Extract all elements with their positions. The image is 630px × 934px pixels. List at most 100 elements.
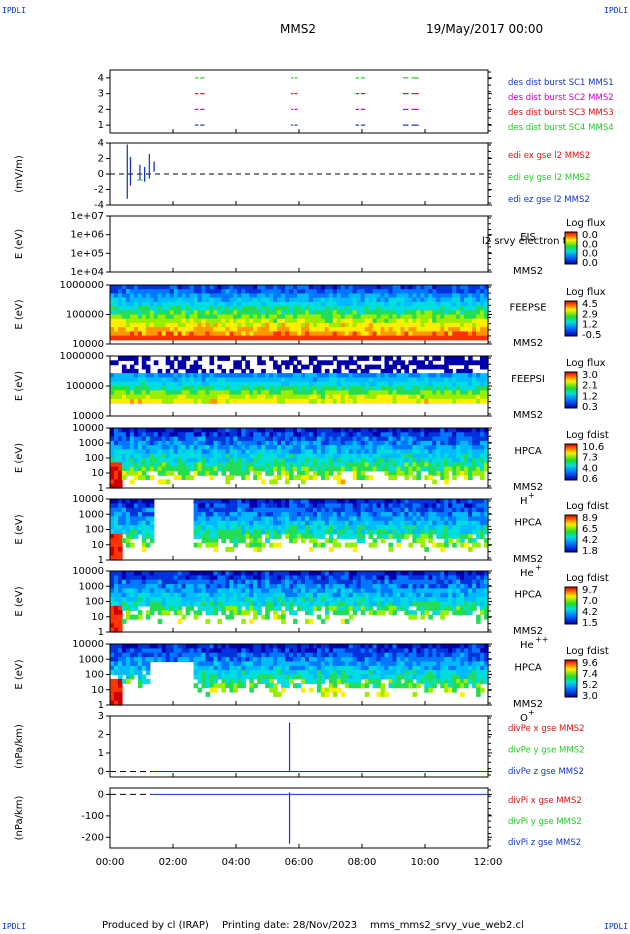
heatmap-cell: [301, 503, 306, 509]
heatmap-cell: [301, 512, 306, 518]
heatmap-cell: [217, 285, 222, 290]
heatmap-cell: [484, 306, 489, 311]
heatmap-cell: [320, 542, 326, 548]
heatmap-cell: [225, 394, 230, 400]
heatmap-cell: [181, 386, 187, 391]
heatmap-cell: [157, 322, 163, 328]
heatmap-cell: [308, 394, 314, 400]
heatmap-cell: [340, 579, 346, 585]
heatmap-cell: [312, 462, 318, 468]
heatmap-cell: [293, 516, 298, 522]
heatmap-cell: [281, 310, 286, 316]
heatmap-cell: [380, 386, 386, 391]
heatmap-cell: [336, 322, 342, 328]
heatmap-cell: [209, 529, 215, 535]
heatmap-cell: [253, 458, 258, 463]
heatmap-cell: [444, 503, 449, 509]
heatmap-cell: [412, 503, 417, 509]
heatmap-cell: [281, 470, 286, 476]
heatmap-cell: [464, 377, 469, 383]
heatmap-cell: [185, 331, 191, 337]
heatmap-cell: [324, 614, 330, 620]
heatmap-cell: [277, 364, 282, 370]
heatmap-cell: [114, 618, 119, 624]
overlay-label: l2 srvy electron to: [482, 236, 573, 247]
heatmap-cell: [213, 546, 219, 552]
heatmap-cell: [289, 525, 294, 531]
heatmap-cell: [257, 322, 262, 328]
heatmap-cell: [118, 533, 123, 539]
heatmap-cell: [308, 377, 314, 383]
heatmap-cell: [420, 373, 425, 378]
heatmap-cell: [169, 285, 175, 290]
heatmap-cell: [205, 335, 211, 341]
heatmap-cell: [169, 310, 175, 316]
heatmap-cell: [265, 436, 270, 442]
heatmap-cell: [149, 507, 155, 513]
heatmap-cell: [312, 356, 318, 361]
heatmap-cell: [189, 285, 195, 290]
heatmap-cell: [316, 310, 322, 316]
heatmap-cell: [356, 529, 362, 535]
heatmap-cell: [352, 314, 358, 320]
heatmap-cell: [169, 306, 175, 311]
heatmap-cell: [145, 306, 151, 311]
heatmap-cell: [193, 588, 199, 594]
heatmap-cell: [165, 381, 171, 387]
heatmap-cell: [376, 373, 382, 378]
heatmap-cell: [308, 335, 314, 341]
heatmap-cell: [392, 327, 398, 332]
heatmap-cell: [448, 458, 453, 463]
heatmap-cell: [396, 542, 402, 548]
heatmap-cell: [125, 614, 131, 620]
heatmap-cell: [440, 322, 445, 328]
heatmap-cell: [388, 458, 394, 463]
heatmap-cell: [133, 331, 139, 337]
heatmap-cell: [420, 285, 425, 290]
heatmap-cell: [221, 381, 226, 387]
heatmap-cell: [368, 458, 374, 463]
heatmap-cell: [185, 470, 191, 476]
heatmap-cell: [213, 285, 219, 290]
heatmap-cell: [460, 335, 465, 341]
heatmap-cell: [464, 301, 469, 307]
heatmap-cell: [233, 466, 238, 472]
heatmap-cell: [312, 475, 318, 480]
heatmap-cell: [249, 618, 254, 624]
heatmap-cell: [456, 386, 461, 391]
heatmap-cell: [165, 584, 171, 590]
heatmap-cell: [384, 394, 390, 400]
heatmap-cell: [344, 322, 350, 328]
heatmap-cell: [229, 436, 234, 442]
heatmap-cell: [464, 542, 469, 548]
heatmap-cell: [484, 440, 489, 446]
heatmap-cell: [197, 601, 203, 607]
heatmap-cell: [149, 386, 155, 391]
heatmap-cell: [121, 318, 127, 324]
heatmap-cell: [289, 306, 294, 311]
heatmap-cell: [416, 318, 421, 324]
heatmap-cell: [444, 529, 449, 535]
heatmap-cell: [189, 322, 195, 328]
heatmap-cell: [436, 310, 441, 316]
heatmap-cell: [424, 318, 429, 324]
heatmap-cell: [153, 327, 159, 332]
heatmap-cell: [193, 373, 199, 378]
heatmap-cell: [356, 335, 362, 341]
heatmap-cell: [125, 386, 131, 391]
heatmap-cell: [197, 579, 203, 585]
heatmap-cell: [125, 571, 131, 576]
heatmap-cell: [376, 318, 382, 324]
heatmap-cell: [237, 445, 242, 450]
heatmap-cell: [352, 386, 358, 391]
heatmap-cell: [348, 301, 354, 307]
heatmap-cell: [285, 310, 290, 316]
heatmap-cell: [320, 306, 326, 311]
heatmap-cell: [408, 331, 413, 337]
heatmap-cell: [241, 289, 246, 294]
heatmap-cell: [221, 458, 226, 463]
heatmap-cell: [328, 285, 334, 290]
heatmap-cell: [308, 571, 314, 576]
heatmap-cell: [480, 297, 485, 303]
heatmap-cell: [121, 512, 127, 518]
